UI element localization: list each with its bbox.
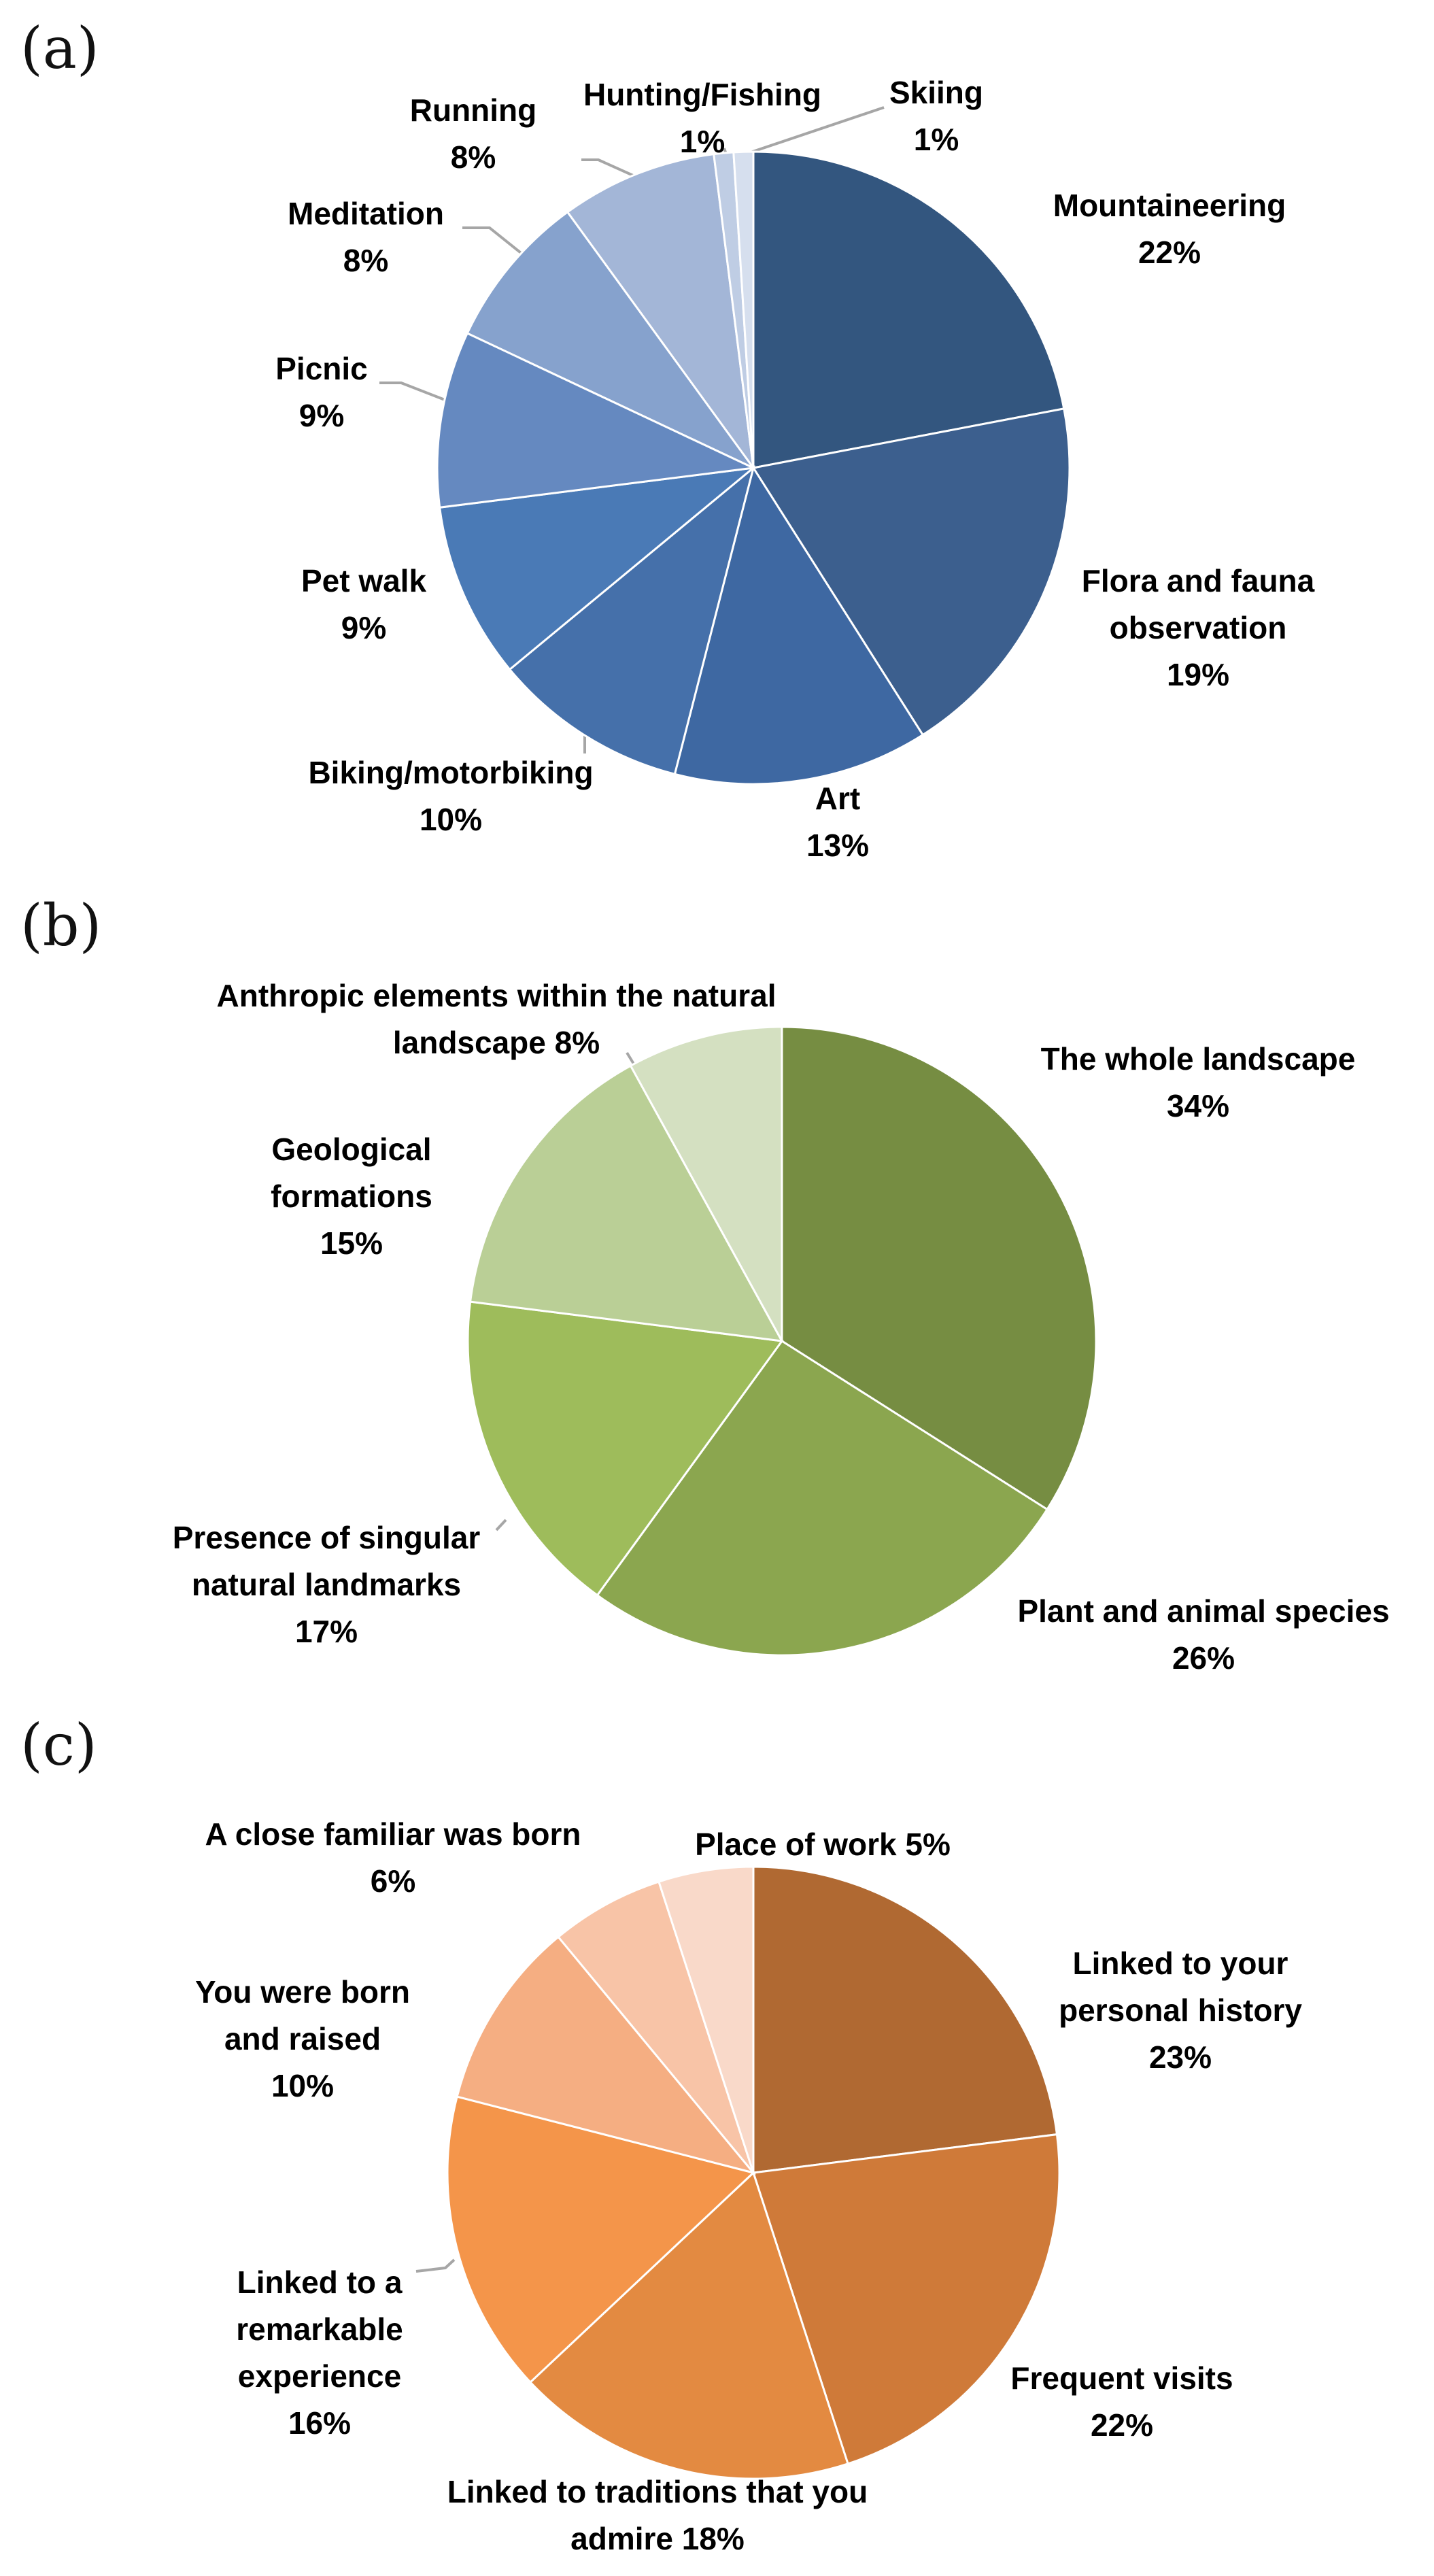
pie-slice-a-close-familiar-was-born xyxy=(557,1880,755,2173)
slice-label-running: Running 8% xyxy=(410,92,537,175)
slice-label-meditation: Meditation 8% xyxy=(288,196,444,278)
slice-label-art: Art 13% xyxy=(806,781,869,863)
pie-chart-activities: Mountaineering 22% Flora and fauna observat… xyxy=(275,75,1314,863)
leader-line-linked-to-a-remarkable-experience xyxy=(415,2258,456,2273)
pie-slice-picnic xyxy=(436,332,757,509)
pie-chart-place-attachment: Linked to your personal history 23% Frequen… xyxy=(195,1816,1302,2556)
slice-label-anthropic-elements-within-the-natural-landscape: Anthropic elements within the natural lan… xyxy=(217,978,776,1060)
leader-line-presence-of-singular-natural-landmarks xyxy=(495,1519,507,1531)
pie-slice-geological-formations xyxy=(468,1064,784,1342)
slice-label-linked-to-a-remarkable-experience: Linked to a remarkable experience 16% xyxy=(236,2265,403,2441)
pie-slice-linked-to-traditions-that-you-admire xyxy=(528,2171,849,2480)
slice-label-linked-to-traditions-that-you-admire: Linked to traditions that you admire 18% xyxy=(447,2474,868,2556)
panel-c-letter: (c) xyxy=(20,1712,97,1778)
pie-slice-biking-motorbiking xyxy=(508,464,755,776)
leader-line-meditation xyxy=(462,226,525,256)
pie-slice-running xyxy=(566,152,755,469)
slice-label-frequent-visits: Frequent visits 22% xyxy=(1010,2360,1233,2443)
slice-label-a-close-familiar-was-born: A close familiar was born 6% xyxy=(205,1816,581,1899)
pie-slice-linked-to-a-remarkable-experience xyxy=(446,2095,756,2384)
pie-slice-meditation xyxy=(466,210,755,469)
panel-a-letter: (a) xyxy=(20,15,99,82)
slice-label-plant-and-animal-species: Plant and animal species 26% xyxy=(1017,1593,1389,1676)
pie-slice-pet-walk xyxy=(438,466,757,671)
pie-slice-the-whole-landscape xyxy=(781,1026,1097,1511)
leader-line-picnic xyxy=(379,382,451,403)
slice-label-mountaineering: Mountaineering 22% xyxy=(1053,188,1286,270)
slice-label-skiing: Skiing 1% xyxy=(889,75,983,157)
slice-label-flora-and-fauna-observation: Flora and fauna observation 19% xyxy=(1082,563,1315,692)
leader-line-running xyxy=(581,158,640,180)
slice-label-linked-to-your-personal-history: Linked to your personal history 23% xyxy=(1059,1946,1302,2075)
slice-label-hunting-fishing: Hunting/Fishing 1% xyxy=(583,77,821,159)
pie-slice-art xyxy=(673,465,925,785)
pie-chart-landscape-features: The whole landscape 34% Plant and animal s… xyxy=(173,978,1390,1676)
slice-label-the-whole-landscape: The whole landscape 34% xyxy=(1041,1041,1356,1123)
slice-label-you-were-born-and-raised: You were born and raised 10% xyxy=(195,1974,410,2103)
pie-slice-mountaineering xyxy=(752,150,1065,469)
slice-label-place-of-work: Place of work 5% xyxy=(695,1827,951,1862)
slice-label-presence-of-singular-natural-landmarks: Presence of singular natural landmarks 17% xyxy=(173,1520,481,1649)
pie-slice-plant-and-animal-species xyxy=(596,1339,1049,1657)
slice-label-pet-walk: Pet walk 9% xyxy=(301,563,427,645)
slice-label-picnic: Picnic 9% xyxy=(275,351,368,433)
slice-label-biking-motorbiking: Biking/motorbiking 10% xyxy=(308,755,593,837)
pie-slice-anthropic-elements-within-the-natural-landscape xyxy=(629,1026,783,1342)
pie-slice-presence-of-singular-natural-landmarks xyxy=(466,1300,784,1597)
slice-label-geological-formations: Geological formations 15% xyxy=(271,1132,432,1261)
pie-slice-you-were-born-and-raised xyxy=(456,1935,757,2175)
pie-slice-skiing xyxy=(732,150,755,469)
pie-slice-place-of-work xyxy=(658,1865,755,2173)
leader-line-anthropic-elements-within-the-natural-landscape xyxy=(626,1051,636,1066)
pie-slice-frequent-visits xyxy=(752,2133,1061,2465)
pie-slice-flora-and-fauna-observation xyxy=(751,407,1071,736)
leader-line-skiing xyxy=(746,106,885,155)
panel-b-letter: (b) xyxy=(20,892,101,959)
pie-slice-linked-to-your-personal-history xyxy=(752,1865,1059,2174)
